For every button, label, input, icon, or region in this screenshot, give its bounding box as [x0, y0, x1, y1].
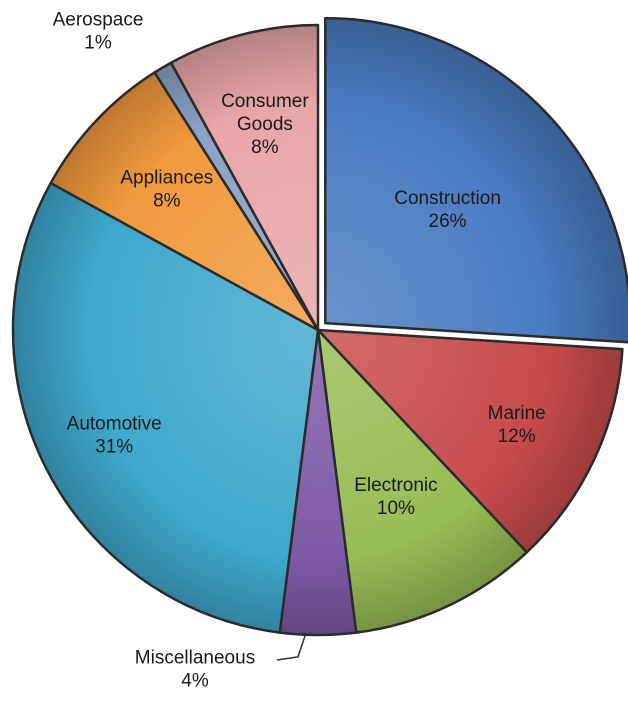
leader-layer [276, 632, 307, 661]
slice-marine [316, 328, 624, 554]
slice-consumer-goods [169, 23, 320, 332]
data-label-appliances: Appliances 8% [120, 168, 213, 212]
slice-electronic [316, 328, 529, 634]
slices-layer [11, 16, 628, 637]
data-label-automotive: Automotive 31% [67, 413, 162, 457]
labels-layer: Construction 26% Marine 12% Electronic 10% Mis… [53, 10, 546, 692]
data-label-electronic: Electronic 10% [354, 475, 437, 519]
data-label-aerospace: Aerospace 1% [53, 10, 144, 54]
data-label-marine: Marine 12% [488, 403, 546, 447]
slice-construction [324, 16, 628, 344]
data-label-construction: Construction 26% [394, 188, 501, 232]
slice-automotive [11, 181, 320, 634]
data-label-miscellaneous: Miscellaneous 4% [135, 648, 255, 692]
leader-line-miscellaneous [276, 632, 307, 661]
data-label-consumer-goods: Consumer Goods 8% [221, 91, 309, 158]
slice-appliances [49, 71, 320, 332]
